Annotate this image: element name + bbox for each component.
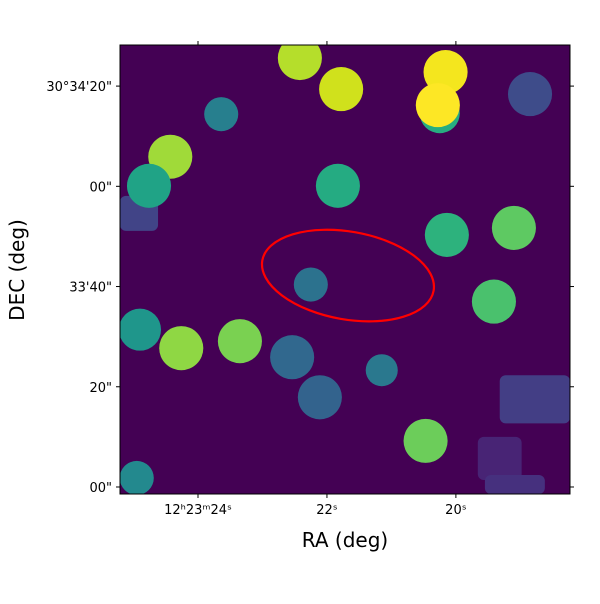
y-tick-label: 00" [89, 481, 112, 496]
source [365, 354, 398, 387]
source [424, 212, 469, 257]
background [120, 45, 570, 494]
y-axis-label: DEC (deg) [5, 219, 29, 321]
source [297, 375, 342, 420]
source [204, 97, 239, 132]
source [491, 205, 536, 250]
x-tick-label: 20ˢ [445, 503, 467, 518]
y-tick-label: 00" [89, 180, 112, 195]
source [319, 67, 364, 112]
region [484, 474, 545, 494]
region-ellipse [260, 228, 436, 323]
source [315, 163, 360, 208]
source [471, 279, 516, 324]
source [423, 50, 468, 95]
x-tick-label: 12ʰ23ᵐ24ˢ [164, 503, 232, 518]
plot-area [120, 45, 570, 494]
source [507, 72, 553, 117]
source [415, 83, 460, 128]
y-tick-label: 33'40" [69, 281, 112, 296]
source [217, 319, 262, 364]
y-tick-label: 30°34'20" [46, 80, 112, 95]
source [270, 335, 315, 380]
source [277, 45, 322, 81]
region [499, 375, 570, 424]
source [293, 267, 328, 302]
y-tick-label: 20" [89, 381, 112, 396]
source [126, 163, 172, 208]
x-tick-label: 22ˢ [316, 503, 338, 518]
source [120, 460, 154, 494]
source [403, 418, 448, 463]
region [477, 436, 522, 480]
source [159, 326, 204, 371]
source [120, 308, 162, 351]
x-axis-label: RA (deg) [302, 528, 388, 552]
axes-frame [119, 44, 571, 495]
